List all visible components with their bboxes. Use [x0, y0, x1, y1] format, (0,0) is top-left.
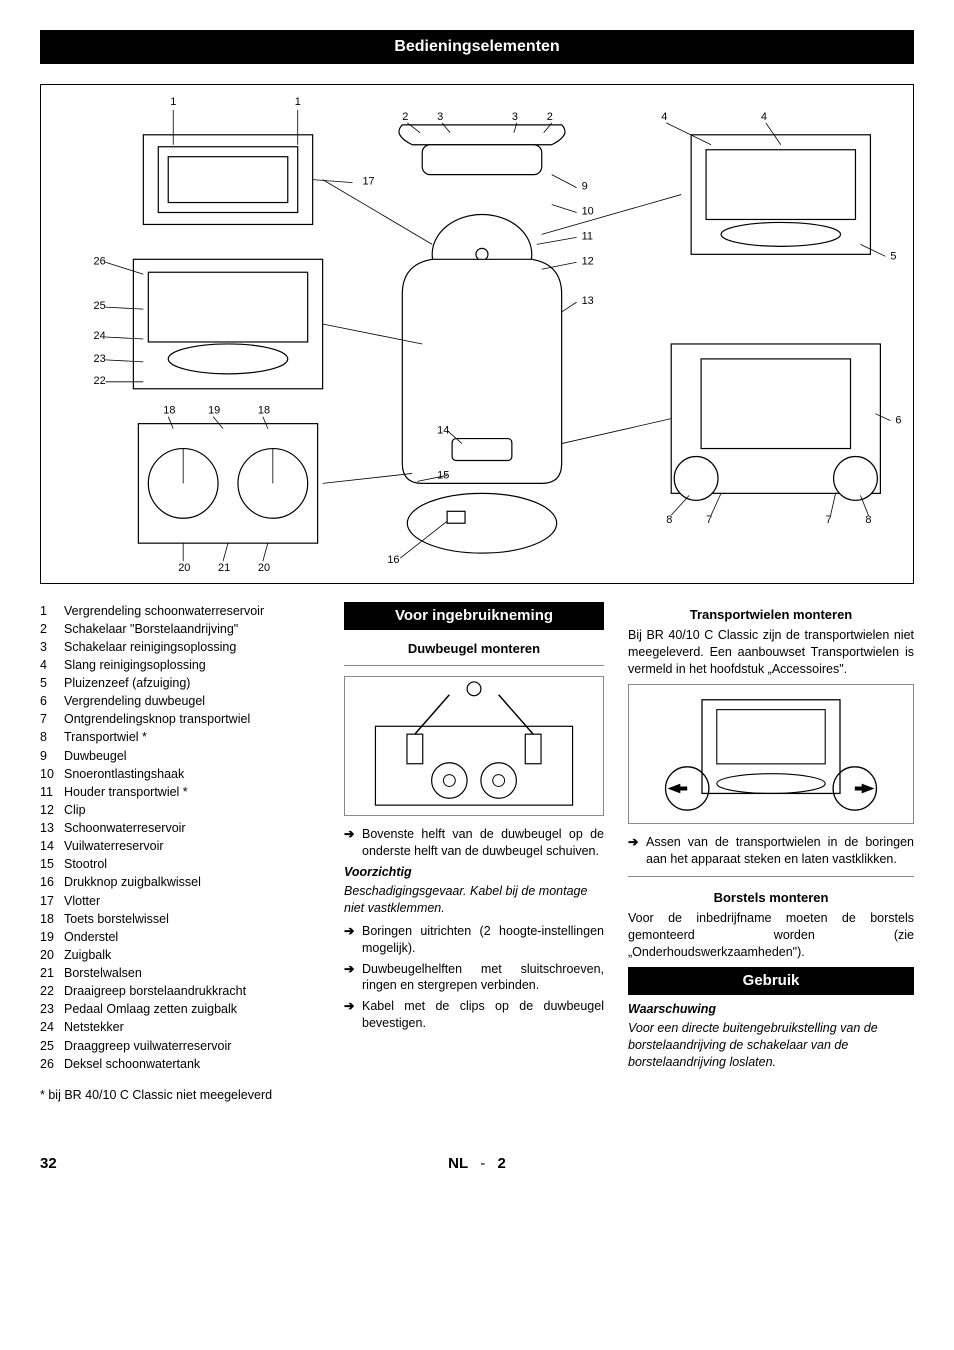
- svg-text:4: 4: [661, 110, 667, 122]
- step-item: ➔Assen van de transportwielen in de bori…: [628, 834, 914, 868]
- diagram-panel-right-top: 4 4 5: [661, 110, 896, 261]
- svg-text:8: 8: [865, 514, 871, 526]
- svg-text:26: 26: [94, 255, 106, 267]
- diagram-panel-center: 2 3 3 2 9 10 11 12 13 14 15 16: [387, 110, 593, 565]
- svg-text:7: 7: [826, 514, 832, 526]
- subheading-transport-wheels: Transportwielen monteren: [628, 602, 914, 628]
- svg-text:7: 7: [706, 514, 712, 526]
- svg-text:3: 3: [512, 110, 518, 122]
- svg-text:11: 11: [582, 230, 593, 242]
- svg-text:15: 15: [437, 469, 449, 481]
- step-item: ➔Bovenste helft van de duwbeugel op de o…: [344, 826, 604, 860]
- svg-text:4: 4: [761, 110, 767, 122]
- body-text: Bij BR 40/10 C Classic zijn de transport…: [628, 627, 914, 678]
- parts-list: 1Vergrendeling schoonwaterreservoir 2Sch…: [40, 602, 320, 1073]
- arrow-icon: ➔: [628, 834, 646, 868]
- step-item: ➔Kabel met de clips op de duwbeugel beve…: [344, 998, 604, 1032]
- svg-text:9: 9: [582, 180, 588, 192]
- divider: [628, 876, 914, 877]
- svg-text:1: 1: [170, 96, 176, 108]
- warning-text: Voor een directe buitengebruikstelling v…: [628, 1020, 914, 1071]
- push-handle-diagram: [344, 676, 604, 816]
- svg-text:2: 2: [402, 110, 408, 122]
- svg-text:6: 6: [895, 414, 901, 426]
- svg-text:5: 5: [890, 250, 896, 262]
- section-header-main: Bedieningselementen: [40, 30, 914, 64]
- svg-text:2: 2: [547, 110, 553, 122]
- svg-text:13: 13: [582, 295, 594, 307]
- svg-text:20: 20: [258, 562, 270, 574]
- diagram-panel-left-bottom: 18 19 18 20 21 20: [138, 404, 317, 573]
- transport-wheels-diagram: [628, 684, 914, 824]
- section-header-commissioning: Voor ingebruikneming: [344, 602, 604, 630]
- parts-list-column: 1Vergrendeling schoonwaterreservoir 2Sch…: [40, 602, 320, 1104]
- warning-label: Waarschuwing: [628, 1001, 914, 1018]
- svg-text:3: 3: [437, 110, 443, 122]
- svg-text:21: 21: [218, 562, 230, 574]
- step-item: ➔Duwbeugelhelften met sluitschroeven, ri…: [344, 961, 604, 995]
- right-column: Transportwielen monteren Bij BR 40/10 C …: [628, 602, 914, 1104]
- step-item: ➔Boringen uitrichten (2 hoogte-instellin…: [344, 923, 604, 957]
- arrow-icon: ➔: [344, 923, 362, 957]
- svg-text:10: 10: [582, 205, 594, 217]
- svg-text:16: 16: [387, 554, 399, 566]
- separator: -: [476, 1155, 489, 1172]
- caution-text: Beschadigingsgevaar. Kabel bij de montag…: [344, 883, 604, 917]
- subheading-brushes: Borstels monteren: [628, 885, 914, 911]
- page-footer: 32 NL - 2: [40, 1154, 914, 1174]
- diagram-panel-top-left: 1 1 17: [143, 96, 374, 225]
- arrow-icon: ➔: [344, 826, 362, 860]
- diagram-panel-left-mid: 26 25 24 23 22: [94, 255, 323, 389]
- svg-text:12: 12: [582, 255, 594, 267]
- arrow-icon: ➔: [344, 961, 362, 995]
- svg-text:18: 18: [258, 404, 270, 416]
- subheading-push-handle: Duwbeugel monteren: [344, 636, 604, 667]
- svg-text:22: 22: [94, 374, 106, 386]
- svg-text:18: 18: [163, 404, 175, 416]
- page-number: 32: [40, 1154, 57, 1174]
- svg-text:23: 23: [94, 352, 106, 364]
- parts-footnote: * bij BR 40/10 C Classic niet meegelever…: [40, 1087, 320, 1104]
- svg-text:17: 17: [362, 175, 374, 187]
- body-text: Voor de inbedrijfname moeten de borstels…: [628, 910, 914, 961]
- svg-text:25: 25: [94, 300, 106, 312]
- diagram-panel-right-bottom: 6 8 7 7 8: [666, 344, 901, 526]
- sub-page: 2: [498, 1155, 506, 1172]
- arrow-icon: ➔: [344, 998, 362, 1032]
- section-header-usage: Gebruik: [628, 967, 914, 995]
- svg-text:19: 19: [208, 404, 220, 416]
- main-diagram: 1 1 17 26 25 24 23 22 18 19 18 20 21 20: [40, 84, 914, 584]
- svg-text:24: 24: [94, 330, 106, 342]
- middle-column: Voor ingebruikneming Duwbeugel monteren …: [344, 602, 604, 1104]
- language-code: NL: [448, 1155, 468, 1172]
- svg-text:20: 20: [178, 562, 190, 574]
- svg-text:8: 8: [666, 514, 672, 526]
- svg-text:1: 1: [295, 96, 301, 108]
- caution-label: Voorzichtig: [344, 864, 604, 881]
